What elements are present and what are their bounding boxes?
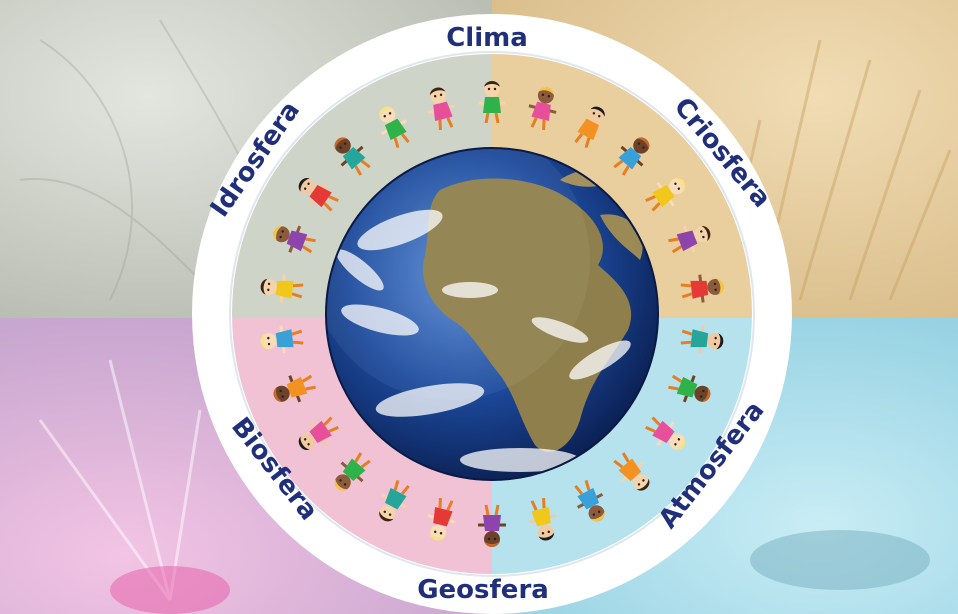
child-figure-icon [427,497,456,541]
child-figure-icon [334,452,371,491]
label-clima: Clima [446,23,528,53]
child-figure-icon [645,416,686,451]
child-figure-icon [574,479,605,522]
earth-globe-icon [325,147,659,481]
child-figure-icon [528,87,557,131]
child-figure-icon [260,274,304,303]
child-figure-icon [379,106,410,149]
child-figure-icon [334,137,371,176]
child-figure-icon [298,177,339,212]
child-figure-icon [273,374,316,403]
child-figure-icon [478,81,506,124]
child-figure-icon [668,374,711,403]
child-figure-icon [574,106,605,149]
child-figure-icon [645,177,686,212]
child-figure-icon [613,452,650,491]
child-figure-icon [379,479,410,522]
child-figure-icon [273,225,316,254]
child-figure-icon [613,137,650,176]
child-figure-icon [680,325,724,354]
label-geosfera: Geosfera [417,575,549,605]
child-figure-icon [668,225,711,254]
child-figure-icon [427,87,456,131]
child-figure-icon [680,274,724,303]
child-figure-icon [478,504,506,547]
child-figure-icon [528,497,557,541]
ring-inner-edge [229,51,755,577]
child-figure-icon [260,325,304,354]
child-figure-icon [298,416,339,451]
children-ring [260,81,724,547]
